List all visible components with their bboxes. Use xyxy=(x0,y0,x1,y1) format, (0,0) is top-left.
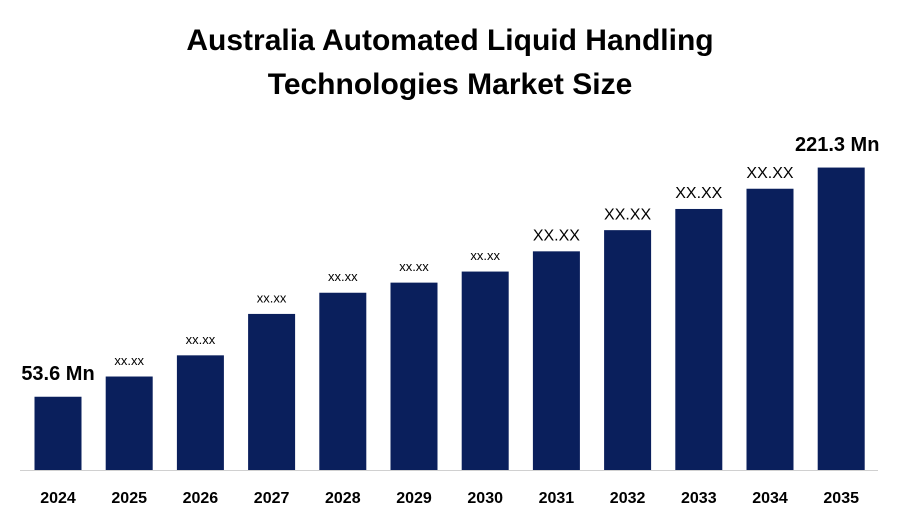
x-tick-label: 2031 xyxy=(539,490,575,507)
x-tick-label: 2026 xyxy=(183,490,219,507)
value-label: xx.xx xyxy=(470,248,500,263)
x-tick-label: 2029 xyxy=(396,490,432,507)
value-label: xx.xx xyxy=(399,259,429,274)
chart-title: Technologies Market Size xyxy=(268,68,633,101)
bar xyxy=(319,292,367,470)
value-label: 53.6 Mn xyxy=(21,363,94,385)
x-tick-label: 2027 xyxy=(254,490,290,507)
value-label: XX.XX xyxy=(604,206,651,223)
x-tick-label: 2024 xyxy=(40,490,76,507)
value-label: xx.xx xyxy=(114,353,144,368)
value-label: xx.xx xyxy=(186,332,216,347)
x-tick-label: 2030 xyxy=(467,490,503,507)
bar xyxy=(817,167,865,470)
bar xyxy=(390,282,438,470)
x-tick-label: 2032 xyxy=(610,490,646,507)
bar xyxy=(604,230,652,470)
x-tick-label: 2028 xyxy=(325,490,361,507)
value-label: XX.XX xyxy=(746,165,793,182)
bar xyxy=(34,396,82,470)
bar xyxy=(746,188,794,471)
chart-title: Australia Automated Liquid Handling xyxy=(186,24,713,57)
x-tick-label: 2033 xyxy=(681,490,717,507)
value-label: XX.XX xyxy=(675,185,722,202)
x-tick-label: 2035 xyxy=(823,490,859,507)
bar xyxy=(248,313,296,470)
value-label: 221.3 Mn xyxy=(795,134,879,156)
value-label: XX.XX xyxy=(533,228,580,245)
x-tick-label: 2025 xyxy=(111,490,147,507)
bar xyxy=(105,376,153,470)
bar xyxy=(461,271,509,470)
value-label: xx.xx xyxy=(328,269,358,284)
bar xyxy=(176,355,224,470)
bar xyxy=(675,208,723,470)
bar xyxy=(532,251,580,470)
x-tick-label: 2034 xyxy=(752,490,788,507)
value-label: xx.xx xyxy=(257,290,287,305)
